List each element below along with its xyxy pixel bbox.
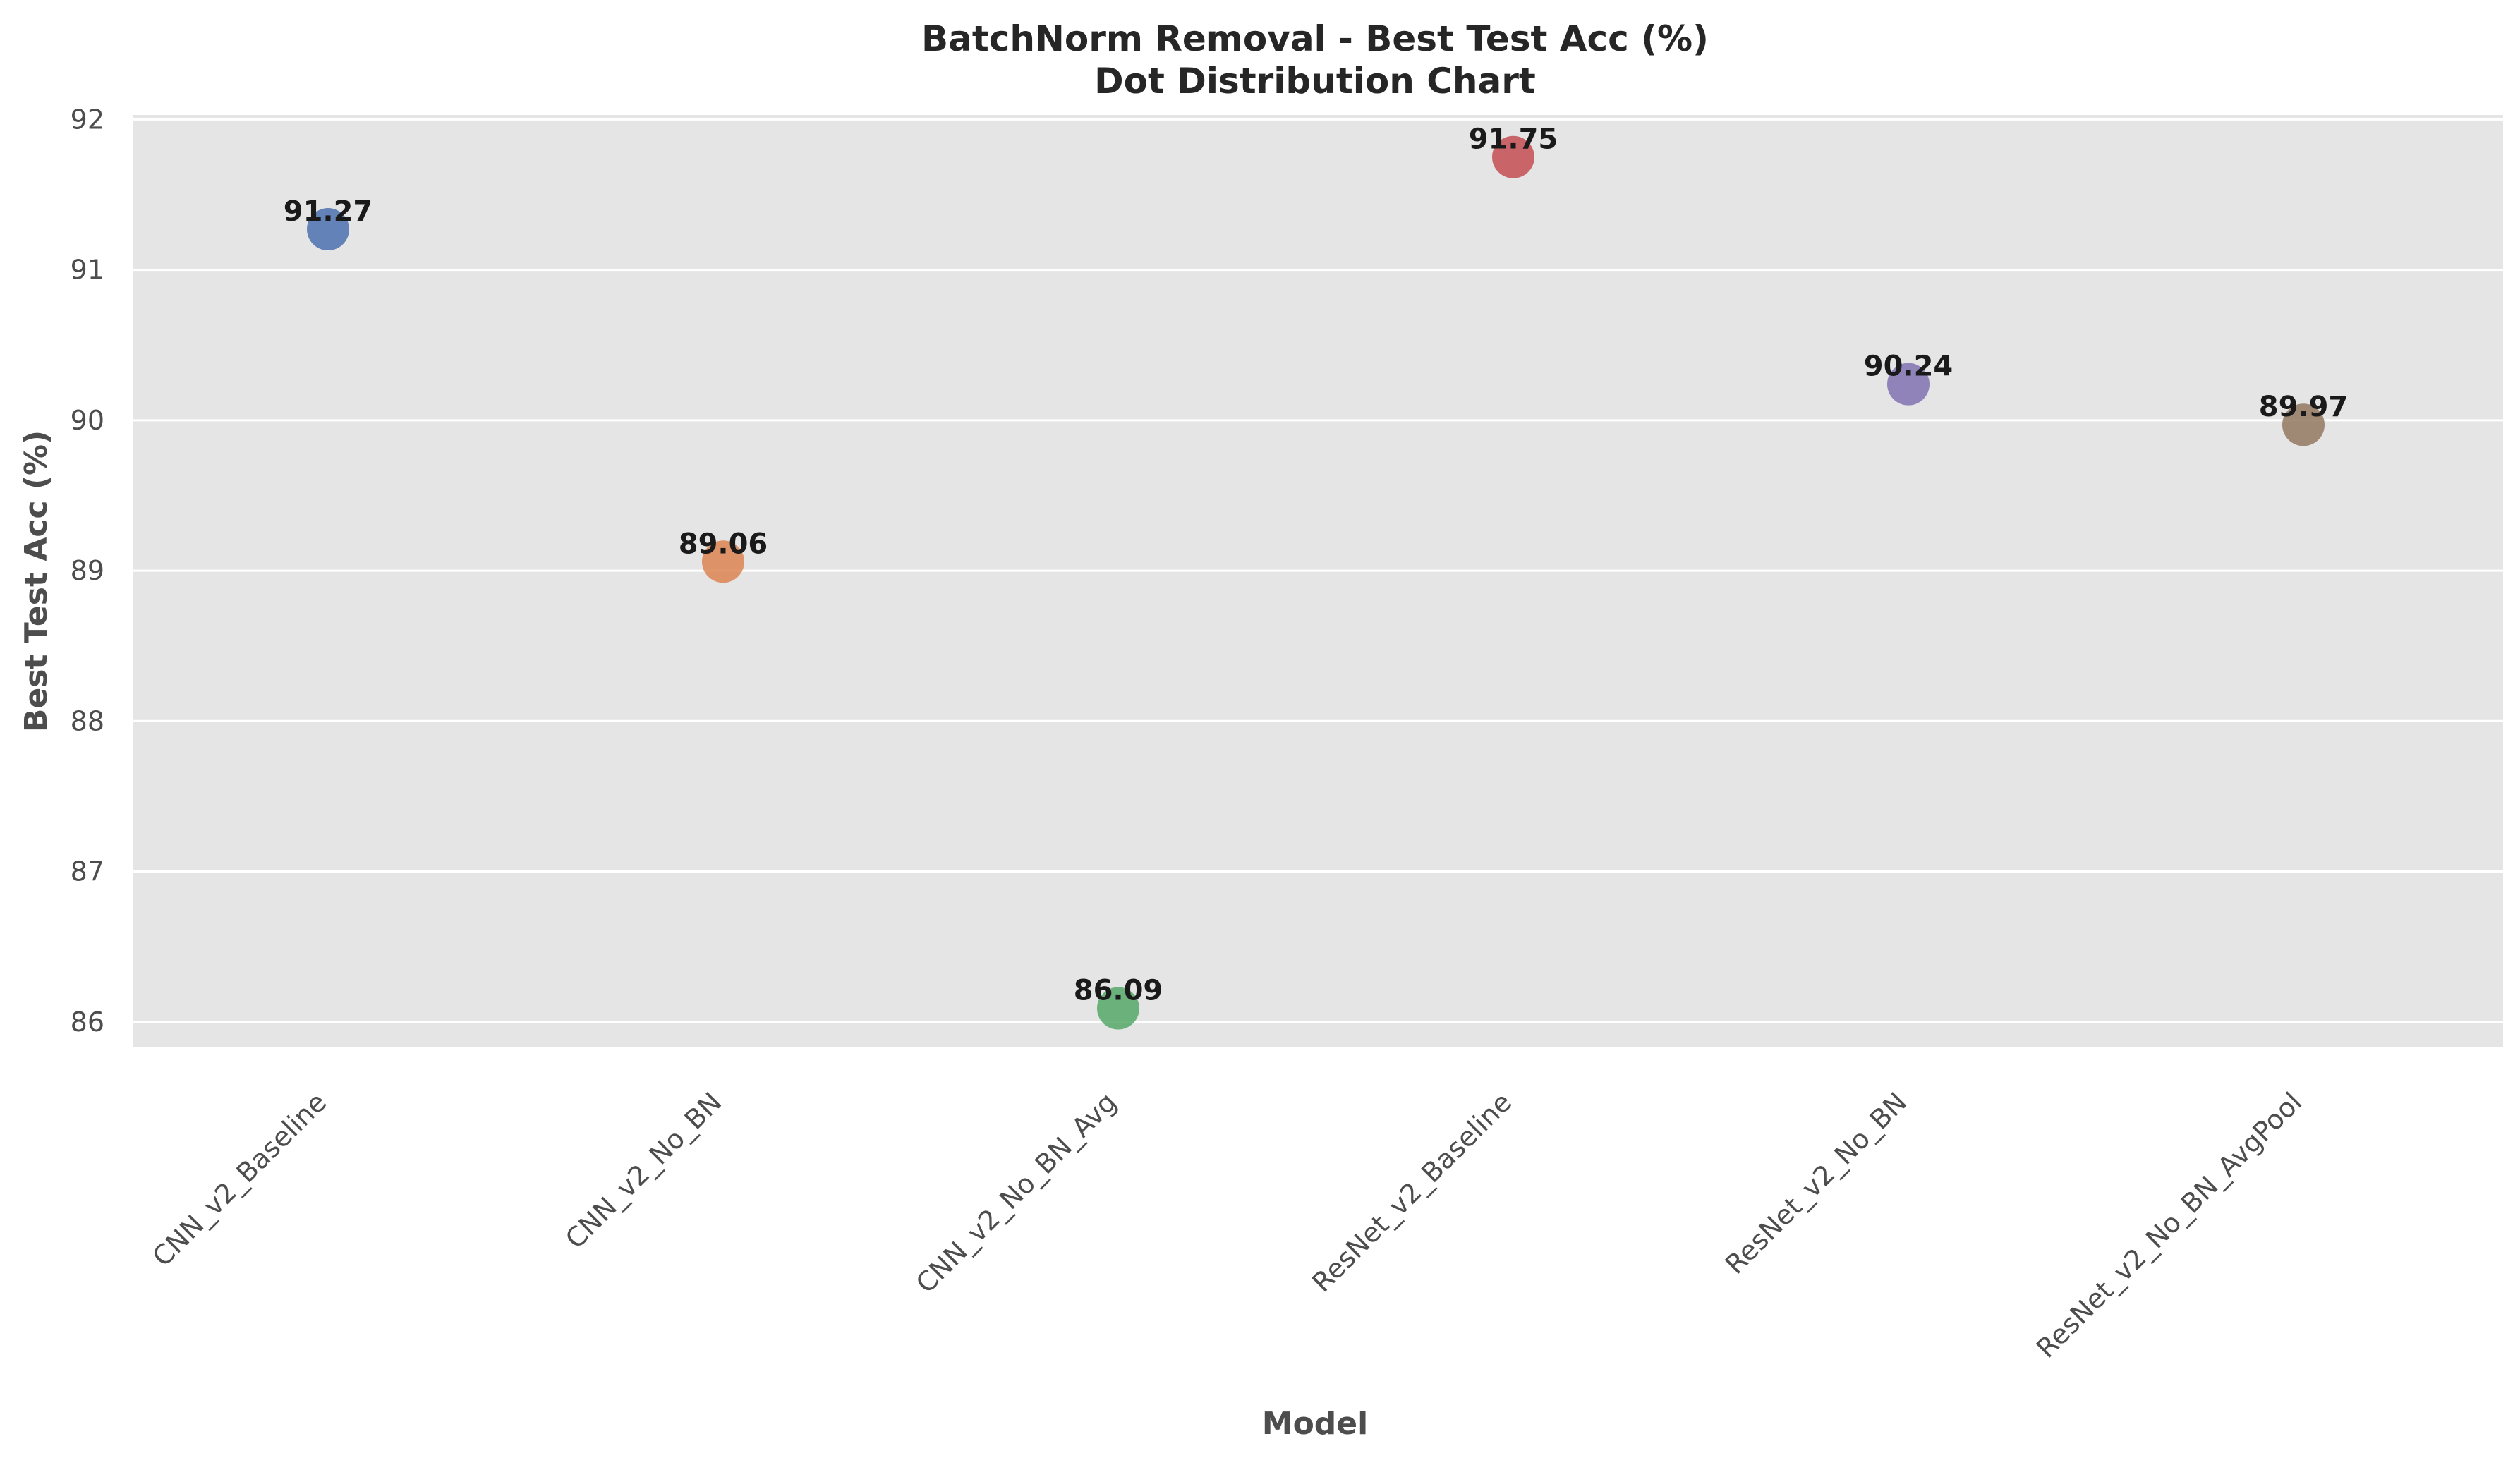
x-tick-label: CNN_v2_No_BN <box>559 1086 727 1254</box>
data-label: 89.97 <box>2259 391 2349 423</box>
data-point <box>2282 403 2325 446</box>
y-tick-labels: 86 87 88 89 90 91 92 <box>71 104 104 1037</box>
data-point <box>307 208 349 251</box>
y-tick-label: 88 <box>71 705 104 736</box>
y-tick-label: 90 <box>71 405 104 436</box>
data-point <box>702 540 744 583</box>
grid-lines <box>133 118 2503 1023</box>
data-point <box>1887 363 1930 406</box>
data-points <box>307 135 2325 1030</box>
x-axis-label: Model <box>1262 1406 1368 1442</box>
chart-subtitle: Dot Distribution Chart <box>1094 61 1536 102</box>
y-tick-label: 89 <box>71 555 104 586</box>
data-label: 89.06 <box>679 528 768 560</box>
x-tick-label: CNN_v2_Baseline <box>146 1086 332 1272</box>
x-tick-label: ResNet_v2_No_BN <box>1719 1086 1913 1280</box>
data-label: 91.27 <box>284 195 373 228</box>
y-tick-label: 92 <box>71 104 104 135</box>
x-tick-label: ResNet_v2_Baseline <box>1306 1086 1518 1298</box>
data-labels: 91.27 89.06 86.09 91.75 90.24 89.97 <box>284 123 2349 1007</box>
x-tick-label: CNN_v2_No_BN_Avg <box>910 1086 1123 1299</box>
x-tick-label: ResNet_v2_No_BN_AvgPool <box>2030 1086 2308 1363</box>
chart-title: BatchNorm Removal - Best Test Acc (%) <box>921 18 1709 59</box>
data-label: 91.75 <box>1469 123 1558 156</box>
y-tick-label: 87 <box>71 856 104 887</box>
plot-background <box>133 115 2503 1047</box>
data-label: 86.09 <box>1074 975 1163 1007</box>
y-tick-label: 86 <box>71 1007 104 1038</box>
y-axis-label: Best Test Acc (%) <box>18 430 54 732</box>
x-tick-labels: CNN_v2_Baseline CNN_v2_No_BN CNN_v2_No_BN_… <box>146 1086 2308 1363</box>
data-point <box>1097 987 1139 1030</box>
data-label: 90.24 <box>1864 351 1953 383</box>
y-tick-label: 91 <box>71 255 104 286</box>
data-point <box>1492 135 1534 178</box>
